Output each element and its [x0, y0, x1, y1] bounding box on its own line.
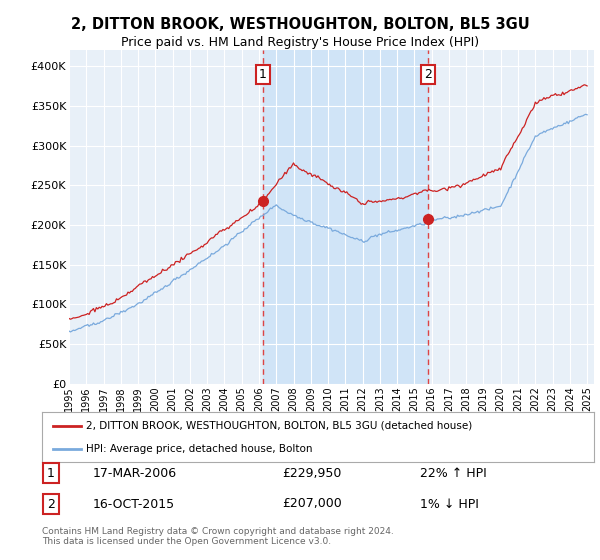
Text: 2: 2	[47, 497, 55, 511]
Text: 2, DITTON BROOK, WESTHOUGHTON, BOLTON, BL5 3GU (detached house): 2, DITTON BROOK, WESTHOUGHTON, BOLTON, B…	[86, 421, 472, 431]
Text: £207,000: £207,000	[282, 497, 342, 511]
Text: 1: 1	[259, 68, 266, 81]
Text: 2: 2	[424, 68, 432, 81]
Text: 2, DITTON BROOK, WESTHOUGHTON, BOLTON, BL5 3GU: 2, DITTON BROOK, WESTHOUGHTON, BOLTON, B…	[71, 17, 529, 32]
Text: 16-OCT-2015: 16-OCT-2015	[93, 497, 175, 511]
Text: Price paid vs. HM Land Registry's House Price Index (HPI): Price paid vs. HM Land Registry's House …	[121, 36, 479, 49]
Text: 1: 1	[47, 466, 55, 480]
Text: 17-MAR-2006: 17-MAR-2006	[93, 466, 177, 480]
Bar	[263, 50, 428, 384]
Text: 22% ↑ HPI: 22% ↑ HPI	[420, 466, 487, 480]
Text: Contains HM Land Registry data © Crown copyright and database right 2024.
This d: Contains HM Land Registry data © Crown c…	[42, 526, 394, 546]
Text: 1% ↓ HPI: 1% ↓ HPI	[420, 497, 479, 511]
Text: HPI: Average price, detached house, Bolton: HPI: Average price, detached house, Bolt…	[86, 445, 313, 454]
Text: £229,950: £229,950	[282, 466, 341, 480]
